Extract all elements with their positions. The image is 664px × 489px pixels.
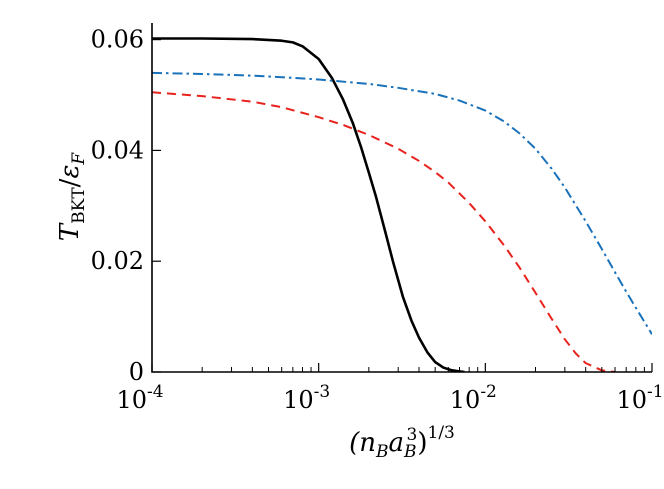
x-tick-label: 10-4 bbox=[116, 382, 163, 414]
y-tick-label: 0.06 bbox=[91, 26, 144, 54]
plot-frame bbox=[151, 23, 652, 373]
x-tick-label: 10-1 bbox=[616, 382, 663, 414]
plot-area-background bbox=[152, 23, 652, 372]
x-tick-label: 10-3 bbox=[283, 382, 330, 414]
x-tick-label: 10-2 bbox=[450, 382, 497, 414]
y-tick-label: 0.04 bbox=[91, 136, 144, 164]
y-tick-label: 0.02 bbox=[91, 247, 144, 275]
series-solid-line bbox=[152, 37, 465, 372]
x-axis-title: (nBaB3)1/3 bbox=[349, 423, 455, 462]
series-dashdot-line bbox=[152, 71, 652, 335]
y-tick-label: 0 bbox=[129, 358, 144, 386]
y-axis-title: TBKT/εF bbox=[55, 152, 89, 242]
